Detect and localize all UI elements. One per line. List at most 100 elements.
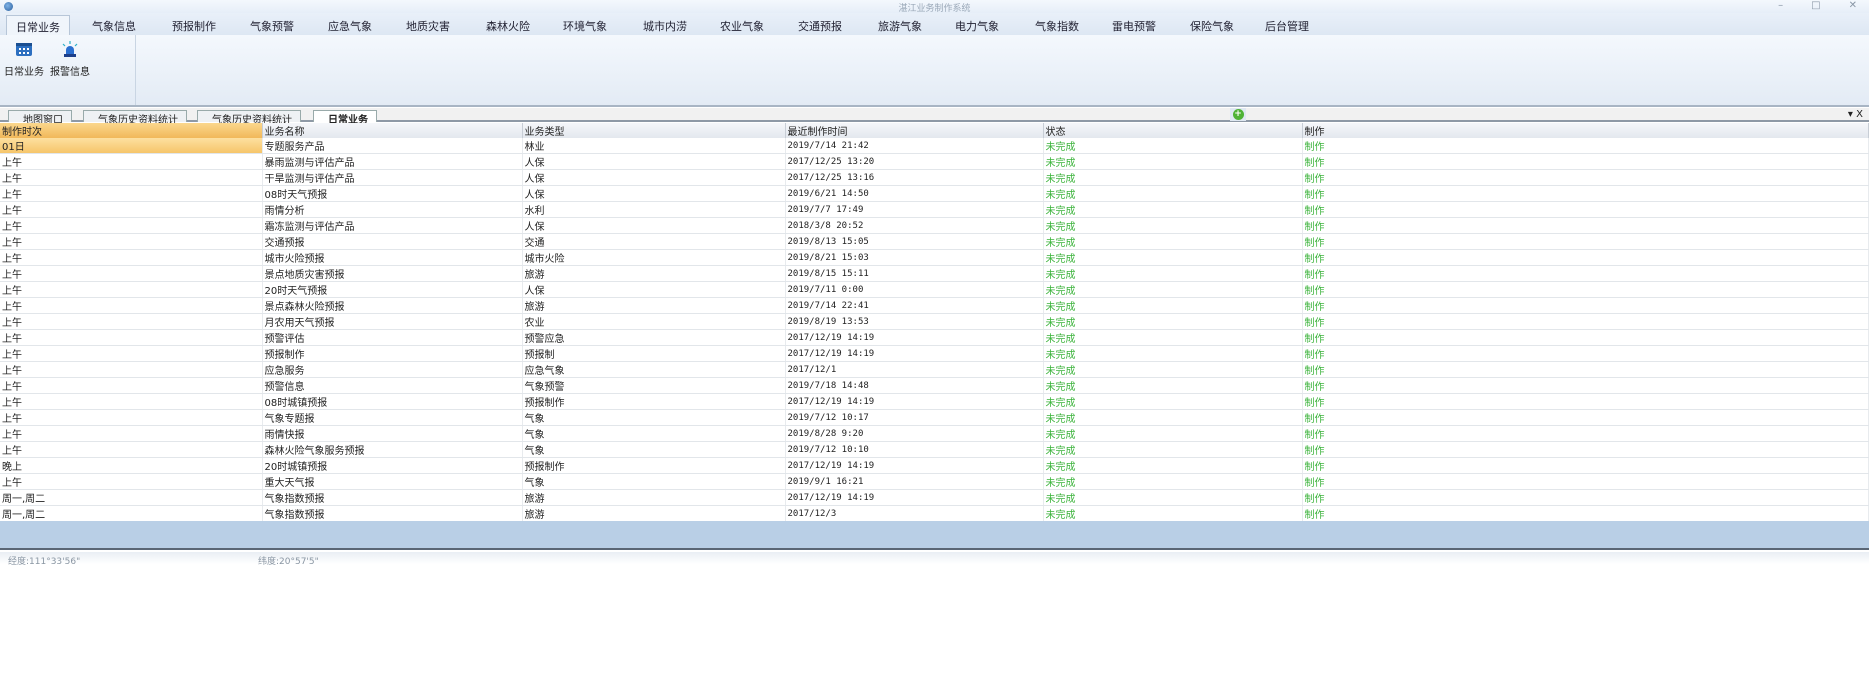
column-header[interactable]: 业务名称 [262, 123, 523, 138]
table-row[interactable]: 上午 交通预报 交通 2019/8/13 15:05 未完成 制作 [0, 233, 1869, 250]
make-link[interactable]: 制作 [1302, 393, 1869, 410]
menu-tab[interactable]: 旅游气象 [878, 20, 922, 33]
tab-daily-business[interactable]: 日常业务 [313, 110, 377, 126]
menu-tab[interactable]: 城市内涝 [643, 20, 687, 33]
status-cell: 未完成 [1043, 473, 1303, 490]
menu-tab[interactable]: 后台管理 [1265, 20, 1309, 33]
table-row[interactable]: 上午 森林火险气象服务预报 气象 2019/7/12 10:10 未完成 制作 [0, 441, 1869, 458]
make-link[interactable]: 制作 [1302, 409, 1869, 426]
make-link[interactable]: 制作 [1302, 377, 1869, 394]
make-link[interactable]: 制作 [1302, 329, 1869, 346]
table-cell: 气象预警 [522, 377, 786, 394]
make-link[interactable]: 制作 [1302, 233, 1869, 250]
menu-tab[interactable]: 森林火险 [486, 20, 530, 33]
table-row[interactable]: 上午 干旱监测与评估产品 人保 2017/12/25 13:16 未完成 制作 [0, 169, 1869, 186]
make-link[interactable]: 制作 [1302, 297, 1869, 314]
column-header[interactable]: 业务类型 [522, 123, 786, 138]
table-row[interactable]: 01日 专题服务产品 林业 2019/7/14 21:42 未完成 制作 [0, 138, 1869, 154]
table-row[interactable]: 上午 应急服务 应急气象 2017/12/1 未完成 制作 [0, 361, 1869, 378]
table-row[interactable]: 周一,周二 气象指数预报 旅游 2017/12/3 未完成 制作 [0, 505, 1869, 522]
table-row[interactable]: 上午 20时天气预报 人保 2019/7/11 0:00 未完成 制作 [0, 281, 1869, 298]
table-row[interactable]: 上午 预报制作 预报制 2017/12/19 14:19 未完成 制作 [0, 345, 1869, 362]
table-row[interactable]: 上午 08时城镇预报 预报制作 2017/12/19 14:19 未完成 制作 [0, 393, 1869, 410]
menu-tab[interactable]: 农业气象 [720, 20, 764, 33]
make-link[interactable]: 制作 [1302, 505, 1869, 522]
make-link[interactable]: 制作 [1302, 265, 1869, 282]
table-row[interactable]: 上午 霜冻监测与评估产品 人保 2018/3/8 20:52 未完成 制作 [0, 217, 1869, 234]
column-header[interactable]: 制作时次 [0, 123, 263, 138]
table-cell: 2018/3/8 20:52 [785, 217, 1044, 234]
table-cell: 上午 [0, 185, 263, 202]
tab-dropdown-button[interactable]: ▾ [1847, 109, 1853, 120]
menu-tab[interactable]: 交通预报 [798, 20, 842, 33]
table-row[interactable]: 上午 重大天气报 气象 2019/9/1 16:21 未完成 制作 [0, 473, 1869, 490]
table-row[interactable]: 上午 月农用天气预报 农业 2019/8/19 13:53 未完成 制作 [0, 313, 1869, 330]
table-row[interactable]: 上午 暴雨监测与评估产品 人保 2017/12/25 13:20 未完成 制作 [0, 153, 1869, 170]
menu-tab[interactable]: 应急气象 [328, 20, 372, 33]
table-row[interactable]: 上午 景点森林火险预报 旅游 2019/7/14 22:41 未完成 制作 [0, 297, 1869, 314]
menu-tab[interactable]: 环境气象 [563, 20, 607, 33]
make-link[interactable]: 制作 [1302, 473, 1869, 490]
tab-weather-history-stats-1[interactable]: 气象历史资料统计 [83, 110, 187, 126]
menu-bar: 日常业务 气象信息 预报制作 气象预警 应急气象 地质灾害 森林火险 环境气象 城市内涝 农业气象… [0, 13, 1869, 37]
column-header[interactable]: 最近制作时间 [785, 123, 1044, 138]
tab-map-window[interactable]: 地图窗口 [8, 110, 72, 126]
make-link[interactable]: 制作 [1302, 489, 1869, 506]
menu-tab[interactable]: 气象指数 [1035, 20, 1079, 33]
add-tab-button[interactable]: + [1230, 108, 1246, 121]
make-link[interactable]: 制作 [1302, 425, 1869, 442]
make-link[interactable]: 制作 [1302, 153, 1869, 170]
menu-tab[interactable]: 地质灾害 [406, 20, 450, 33]
menu-tab[interactable]: 保险气象 [1190, 20, 1234, 33]
latitude-readout: 纬度:20°57'5" [258, 557, 319, 567]
make-link[interactable]: 制作 [1302, 201, 1869, 218]
table-row[interactable]: 上午 08时天气预报 人保 2019/6/21 14:50 未完成 制作 [0, 185, 1869, 202]
table-cell: 人保 [522, 153, 786, 170]
table-cell: 气象 [522, 473, 786, 490]
column-header[interactable]: 制作 [1302, 123, 1869, 138]
make-link[interactable]: 制作 [1302, 457, 1869, 474]
make-link[interactable]: 制作 [1302, 441, 1869, 458]
maximize-button[interactable]: □ [1811, 0, 1821, 11]
table-row[interactable]: 晚上 20时城镇预报 预报制作 2017/12/19 14:19 未完成 制作 [0, 457, 1869, 474]
status-cell: 未完成 [1043, 138, 1303, 154]
table-row[interactable]: 上午 预警评估 预警应急 2017/12/19 14:19 未完成 制作 [0, 329, 1869, 346]
menu-tab[interactable]: 电力气象 [955, 20, 999, 33]
table-cell: 上午 [0, 473, 263, 490]
menu-tab[interactable]: 气象预警 [250, 20, 294, 33]
make-link[interactable]: 制作 [1302, 169, 1869, 186]
table-cell: 上午 [0, 441, 263, 458]
make-link[interactable]: 制作 [1302, 249, 1869, 266]
longitude-readout: 经度:111°33'56" [8, 557, 81, 567]
menu-tab[interactable]: 雷电预警 [1112, 20, 1156, 33]
table-cell: 城市火险 [522, 249, 786, 266]
daily-business-button[interactable]: 日常业务 [2, 39, 46, 78]
make-link[interactable]: 制作 [1302, 313, 1869, 330]
make-link[interactable]: 制作 [1302, 281, 1869, 298]
make-link[interactable]: 制作 [1302, 185, 1869, 202]
make-link[interactable]: 制作 [1302, 345, 1869, 362]
table-row[interactable]: 上午 预警信息 气象预警 2019/7/18 14:48 未完成 制作 [0, 377, 1869, 394]
menu-tab[interactable]: 气象信息 [92, 20, 136, 33]
close-button[interactable]: ✕ [1848, 0, 1857, 11]
tab-weather-history-stats-2[interactable]: 气象历史资料统计 [197, 110, 301, 126]
status-cell: 未完成 [1043, 233, 1303, 250]
minimize-button[interactable]: – [1778, 0, 1784, 11]
make-link[interactable]: 制作 [1302, 217, 1869, 234]
table-row[interactable]: 上午 景点地质灾害预报 旅游 2019/8/15 15:11 未完成 制作 [0, 265, 1869, 282]
table-row[interactable]: 上午 气象专题报 气象 2019/7/12 10:17 未完成 制作 [0, 409, 1869, 426]
table-row[interactable]: 上午 雨情快报 气象 2019/8/28 9:20 未完成 制作 [0, 425, 1869, 442]
menu-tab[interactable]: 预报制作 [172, 20, 216, 33]
table-row[interactable]: 上午 雨情分析 水利 2019/7/7 17:49 未完成 制作 [0, 201, 1869, 218]
column-header[interactable]: 状态 [1043, 123, 1303, 138]
table-row[interactable]: 上午 城市火险预报 城市火险 2019/8/21 15:03 未完成 制作 [0, 249, 1869, 266]
status-cell: 未完成 [1043, 361, 1303, 378]
alarm-info-button[interactable]: 报警信息 [48, 39, 92, 78]
table-row[interactable]: 周一,周二 气象指数预报 旅游 2017/12/19 14:19 未完成 制作 [0, 489, 1869, 506]
table-cell: 周一,周二 [0, 505, 263, 522]
menu-tab[interactable]: 日常业务 [6, 15, 70, 37]
make-link[interactable]: 制作 [1302, 138, 1869, 154]
tab-close-button[interactable]: X [1856, 109, 1863, 120]
table-cell: 上午 [0, 169, 263, 186]
make-link[interactable]: 制作 [1302, 361, 1869, 378]
